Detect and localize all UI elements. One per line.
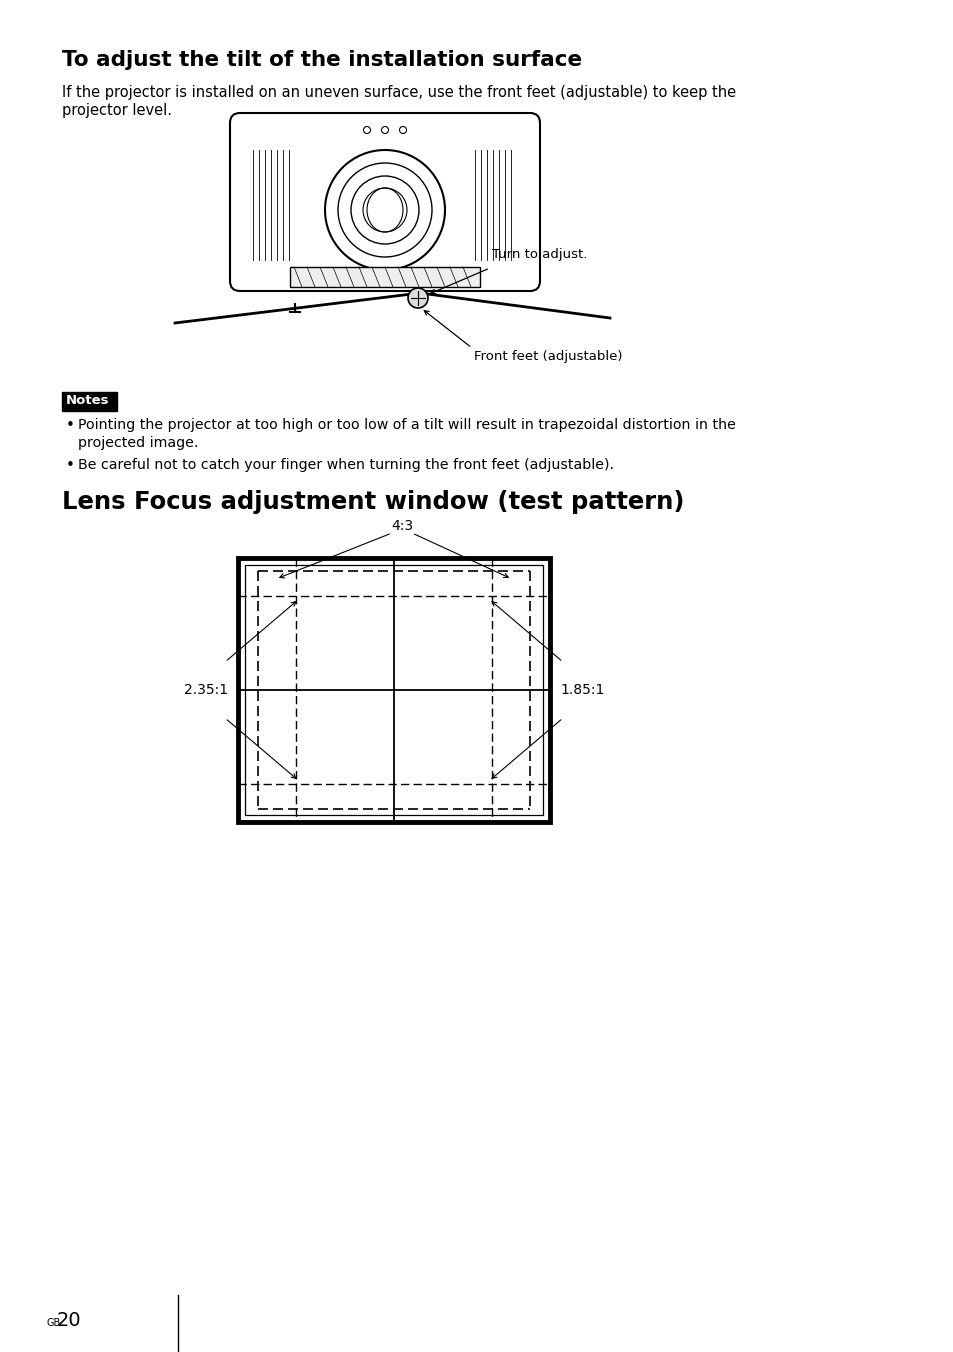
FancyBboxPatch shape: [230, 114, 539, 291]
Text: Be careful not to catch your finger when turning the front feet (adjustable).: Be careful not to catch your finger when…: [78, 458, 614, 472]
Text: •: •: [66, 418, 74, 433]
Bar: [62, 392, 117, 411]
Text: If the projector is installed on an uneven surface, use the front feet (adjustab: If the projector is installed on an unev…: [62, 85, 736, 100]
Circle shape: [408, 288, 428, 308]
Text: 1.85:1: 1.85:1: [559, 683, 604, 698]
Text: Front feet (adjustable): Front feet (adjustable): [474, 350, 622, 362]
Text: projected image.: projected image.: [78, 435, 198, 450]
Text: Lens Focus adjustment window (test pattern): Lens Focus adjustment window (test patte…: [62, 489, 684, 514]
Text: 20: 20: [57, 1311, 82, 1330]
Text: Notes: Notes: [66, 393, 110, 407]
Bar: [237, 558, 550, 822]
Text: Pointing the projector at too high or too low of a tilt will result in trapezoid: Pointing the projector at too high or to…: [78, 418, 735, 433]
Text: 4:3: 4:3: [391, 519, 413, 533]
Text: To adjust the tilt of the installation surface: To adjust the tilt of the installation s…: [62, 50, 581, 70]
Text: Turn to adjust.: Turn to adjust.: [492, 247, 587, 261]
Text: GB: GB: [47, 1318, 61, 1328]
Text: projector level.: projector level.: [62, 103, 172, 118]
Bar: [245, 565, 542, 815]
Text: •: •: [66, 458, 74, 473]
Bar: [290, 266, 479, 287]
Text: 2.35:1: 2.35:1: [184, 683, 228, 698]
